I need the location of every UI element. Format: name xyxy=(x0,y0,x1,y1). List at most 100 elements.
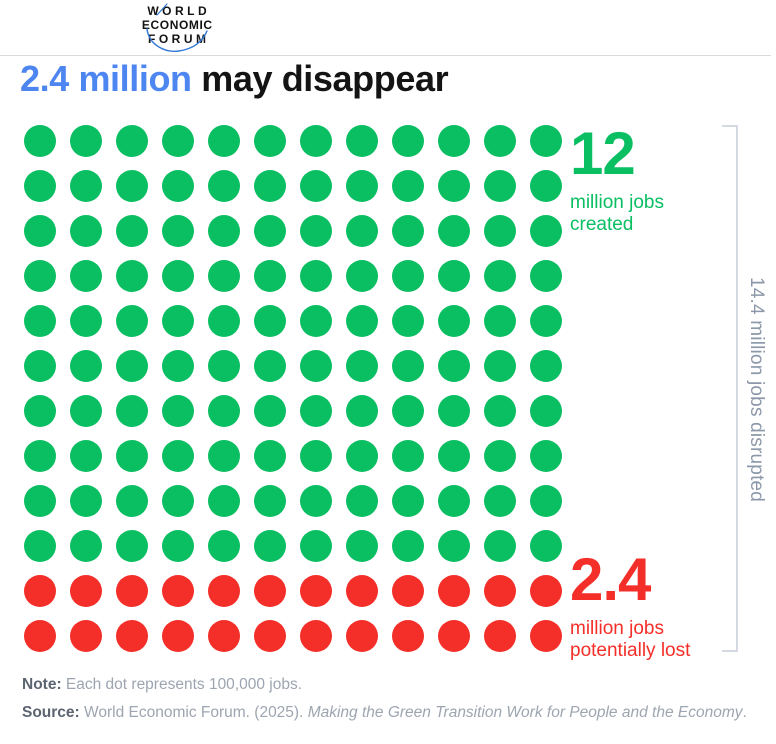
title-highlight: 2.4 million xyxy=(20,58,192,99)
source-period: . xyxy=(742,704,747,721)
header-divider xyxy=(0,55,771,56)
dot-jobs-created xyxy=(24,485,56,517)
dot-jobs-lost xyxy=(300,620,332,652)
dot-jobs-created xyxy=(116,395,148,427)
dot-jobs-created xyxy=(162,350,194,382)
dot-jobs-lost xyxy=(484,575,516,607)
dot-jobs-created xyxy=(392,395,424,427)
dot-jobs-lost xyxy=(530,575,562,607)
dot-jobs-created xyxy=(162,395,194,427)
dot-jobs-created xyxy=(70,215,102,247)
dot-jobs-lost xyxy=(438,620,470,652)
dot-jobs-created xyxy=(438,350,470,382)
dot-jobs-created xyxy=(70,125,102,157)
dot-jobs-created xyxy=(346,305,378,337)
dot-jobs-created xyxy=(162,305,194,337)
dot-jobs-created xyxy=(300,350,332,382)
dot-jobs-created xyxy=(346,485,378,517)
dot-jobs-created xyxy=(208,215,240,247)
dot-jobs-created xyxy=(438,125,470,157)
dot-jobs-created xyxy=(116,170,148,202)
dot-jobs-created xyxy=(116,440,148,472)
dot-jobs-created xyxy=(438,305,470,337)
dot-jobs-created xyxy=(530,215,562,247)
jobs-created-label: 12 million jobs created xyxy=(570,124,664,236)
dot-jobs-created xyxy=(346,395,378,427)
dot-jobs-created xyxy=(116,530,148,562)
dot-jobs-created xyxy=(254,125,286,157)
dot-jobs-created xyxy=(438,440,470,472)
dot-jobs-created xyxy=(392,260,424,292)
dot-jobs-created xyxy=(208,260,240,292)
dot-jobs-created xyxy=(530,350,562,382)
dot-jobs-created xyxy=(254,305,286,337)
dot-jobs-created xyxy=(116,485,148,517)
dot-jobs-created xyxy=(530,170,562,202)
dot-jobs-created xyxy=(392,170,424,202)
dot-jobs-created xyxy=(438,170,470,202)
dot-jobs-lost xyxy=(116,620,148,652)
dot-jobs-lost xyxy=(530,620,562,652)
dot-jobs-created xyxy=(484,530,516,562)
dot-jobs-created xyxy=(300,395,332,427)
jobs-lost-caption: million jobs potentially lost xyxy=(570,618,691,661)
jobs-created-caption: million jobs created xyxy=(570,192,664,235)
jobs-lost-label: 2.4 million jobs potentially lost xyxy=(570,550,690,662)
dot-jobs-created xyxy=(24,305,56,337)
dot-jobs-created xyxy=(484,170,516,202)
dot-jobs-created xyxy=(254,215,286,247)
dot-jobs-created xyxy=(254,395,286,427)
dot-jobs-created xyxy=(254,170,286,202)
dot-jobs-created xyxy=(300,440,332,472)
dot-jobs-created xyxy=(392,350,424,382)
dot-jobs-created xyxy=(208,170,240,202)
dot-jobs-created xyxy=(484,305,516,337)
dot-jobs-lost xyxy=(438,575,470,607)
dot-jobs-created xyxy=(254,350,286,382)
dot-jobs-lost xyxy=(300,575,332,607)
dot-jobs-created xyxy=(392,485,424,517)
dot-jobs-lost xyxy=(346,620,378,652)
logo-line-world: WORLD xyxy=(147,4,211,18)
dot-jobs-created xyxy=(254,440,286,472)
dot-jobs-created xyxy=(484,395,516,427)
dot-jobs-created xyxy=(70,305,102,337)
dot-jobs-created xyxy=(116,260,148,292)
dot-jobs-created xyxy=(70,440,102,472)
dot-jobs-created xyxy=(300,215,332,247)
dot-jobs-lost xyxy=(24,575,56,607)
dot-jobs-created xyxy=(208,530,240,562)
dot-jobs-created xyxy=(254,485,286,517)
dot-jobs-created xyxy=(484,350,516,382)
dot-jobs-lost xyxy=(392,575,424,607)
dot-jobs-created xyxy=(24,125,56,157)
dot-jobs-created xyxy=(346,170,378,202)
dot-jobs-created xyxy=(392,215,424,247)
dot-jobs-lost xyxy=(162,575,194,607)
dot-jobs-created xyxy=(530,440,562,472)
dot-jobs-lost xyxy=(208,620,240,652)
dot-jobs-created xyxy=(530,395,562,427)
note-text: Each dot represents 100,000 jobs. xyxy=(61,676,303,693)
dot-jobs-created xyxy=(530,125,562,157)
source-text: World Economic Forum. (2025). xyxy=(79,704,308,721)
dot-jobs-created xyxy=(438,260,470,292)
dot-jobs-created xyxy=(70,260,102,292)
dot-jobs-lost xyxy=(346,575,378,607)
dot-jobs-created xyxy=(162,485,194,517)
note-label: Note: xyxy=(22,676,62,693)
note: Note: Each dot represents 100,000 jobs. xyxy=(22,676,302,694)
dot-jobs-created xyxy=(530,530,562,562)
dot-jobs-lost xyxy=(70,575,102,607)
dot-jobs-created xyxy=(116,125,148,157)
title-rest: may disappear xyxy=(191,58,449,99)
dot-jobs-created xyxy=(116,350,148,382)
dot-jobs-created xyxy=(484,125,516,157)
dot-jobs-created xyxy=(254,260,286,292)
dot-jobs-created xyxy=(346,350,378,382)
dot-jobs-created xyxy=(208,350,240,382)
dot-jobs-created xyxy=(530,260,562,292)
dot-jobs-created xyxy=(392,125,424,157)
dot-jobs-created xyxy=(24,215,56,247)
